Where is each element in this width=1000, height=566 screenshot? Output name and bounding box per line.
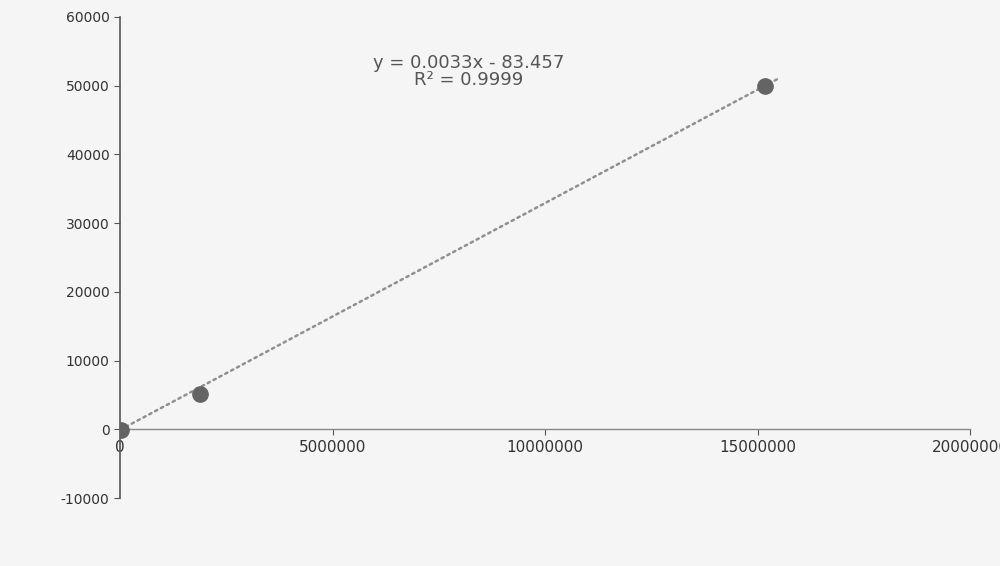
Point — [113, 426, 129, 435]
Point — [192, 390, 208, 399]
Text: R² = 0.9999: R² = 0.9999 — [414, 71, 523, 89]
Point — [757, 82, 773, 91]
Text: y = 0.0033x - 83.457: y = 0.0033x - 83.457 — [373, 54, 564, 72]
